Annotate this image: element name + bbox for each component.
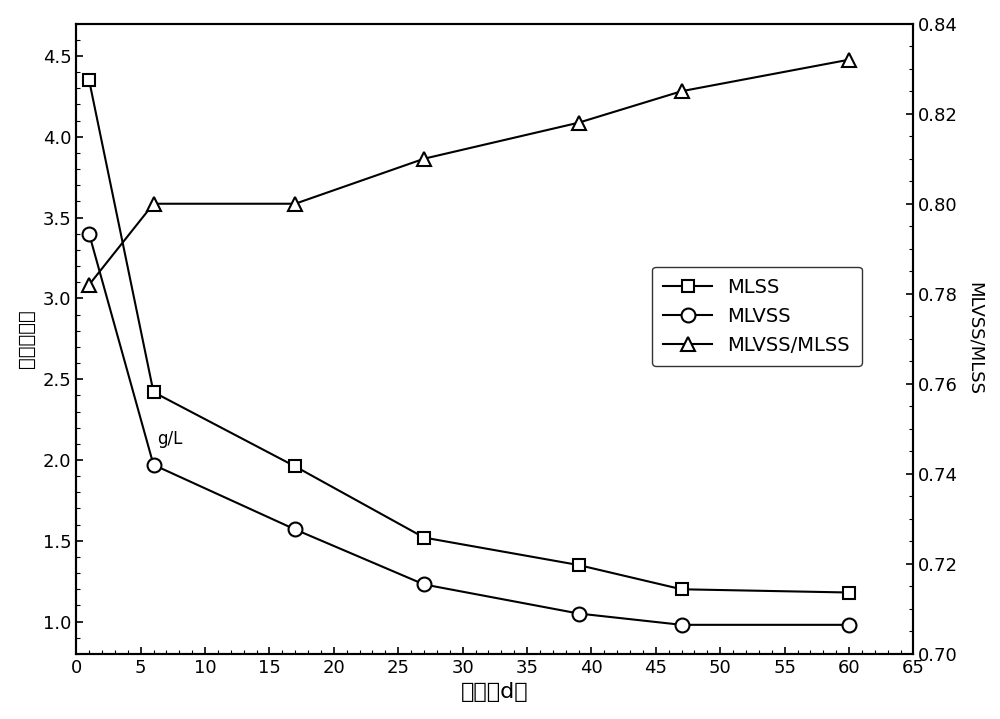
MLVSS/MLSS xyxy=(843,55,855,64)
Y-axis label: MLVSS/MLSS: MLVSS/MLSS xyxy=(965,283,983,395)
MLVSS/MLSS xyxy=(418,155,430,163)
MLSS xyxy=(418,533,430,542)
Text: g/L: g/L xyxy=(157,430,183,448)
Line: MLVSS/MLSS: MLVSS/MLSS xyxy=(82,52,856,292)
MLVSS/MLSS xyxy=(148,199,160,208)
Legend: MLSS, MLVSS, MLVSS/MLSS: MLSS, MLVSS, MLVSS/MLSS xyxy=(652,267,862,367)
MLSS xyxy=(573,561,585,569)
Y-axis label: 污泥浓度（: 污泥浓度（ xyxy=(17,309,36,368)
Line: MLSS: MLSS xyxy=(83,74,855,599)
MLVSS xyxy=(148,461,160,470)
MLVSS xyxy=(289,525,301,533)
MLSS xyxy=(676,585,688,594)
MLVSS/MLSS xyxy=(573,119,585,127)
MLVSS xyxy=(418,580,430,589)
MLVSS xyxy=(83,229,95,238)
MLVSS xyxy=(676,620,688,629)
MLSS xyxy=(289,462,301,471)
MLSS xyxy=(843,588,855,597)
MLVSS/MLSS xyxy=(83,280,95,289)
MLVSS xyxy=(573,609,585,618)
Line: MLVSS: MLVSS xyxy=(82,226,856,632)
MLVSS/MLSS xyxy=(289,199,301,208)
MLVSS/MLSS xyxy=(676,87,688,96)
MLVSS xyxy=(843,620,855,629)
X-axis label: 时间（d）: 时间（d） xyxy=(461,682,529,702)
MLSS xyxy=(148,388,160,396)
MLSS xyxy=(83,76,95,85)
